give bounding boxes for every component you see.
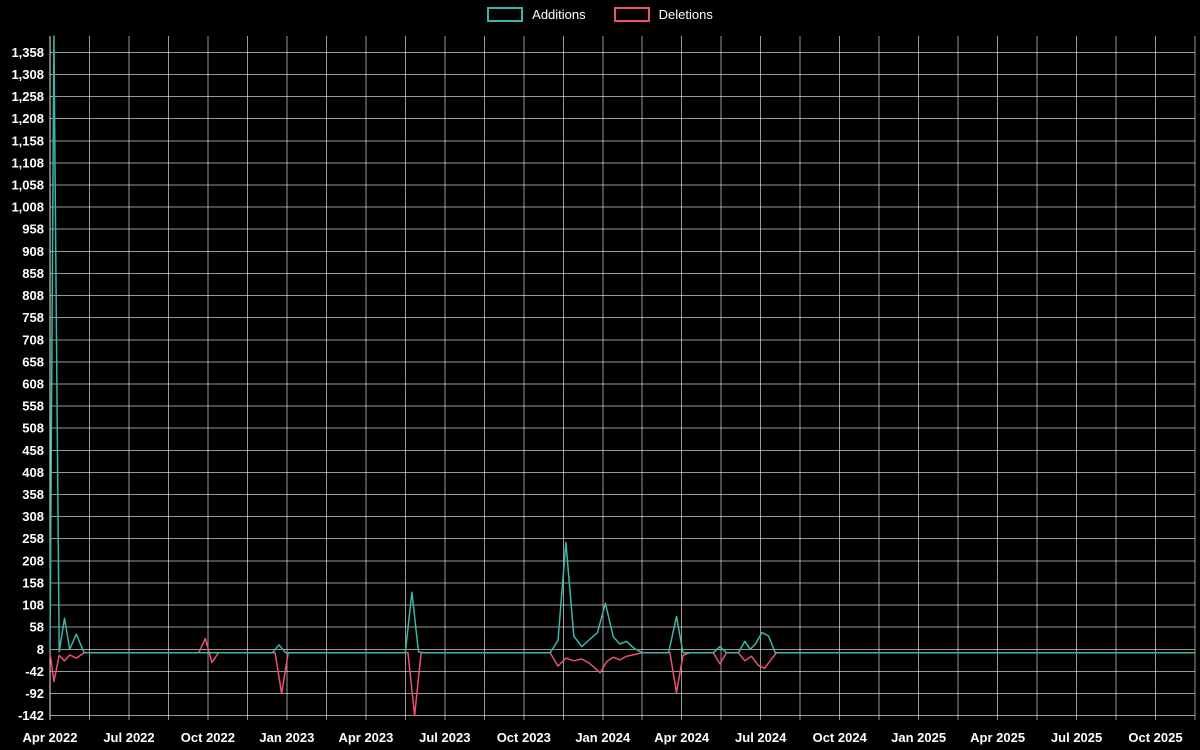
- y-tick-label: 708: [22, 332, 44, 347]
- x-tick-label: Jul 2023: [419, 730, 470, 745]
- chart-legend: Additions Deletions: [0, 7, 1200, 22]
- legend-item-deletions: Deletions: [613, 7, 713, 22]
- series-line-additions: [49, 35, 1196, 654]
- y-tick-label: -92: [25, 686, 44, 701]
- y-tick-label: 1,208: [11, 111, 44, 126]
- y-tick-label: 1,058: [11, 178, 44, 193]
- x-tick-label: Apr 2024: [654, 730, 710, 745]
- x-tick-label: Jan 2024: [575, 730, 631, 745]
- y-tick-label: 108: [22, 598, 44, 613]
- x-tick-label: Oct 2023: [497, 730, 551, 745]
- x-tick-label: Apr 2025: [970, 730, 1025, 745]
- additions-swatch: [487, 7, 524, 22]
- y-tick-label: 608: [22, 377, 44, 392]
- y-tick-label: 8: [37, 642, 44, 657]
- y-tick-label: 58: [30, 620, 44, 635]
- y-tick-label: 958: [22, 222, 44, 237]
- y-tick-label: -142: [18, 708, 44, 723]
- legend-item-additions: Additions: [487, 7, 586, 22]
- y-tick-label: 258: [22, 531, 44, 546]
- y-tick-label: 858: [22, 266, 44, 281]
- legend-label-deletions: Deletions: [658, 7, 713, 22]
- y-tick-label: 158: [22, 575, 44, 590]
- x-tick-label: Jul 2022: [103, 730, 154, 745]
- y-tick-label: 1,158: [11, 133, 44, 148]
- x-tick-label: Oct 2025: [1128, 730, 1182, 745]
- y-tick-label: 458: [22, 443, 44, 458]
- x-tick-label: Oct 2022: [181, 730, 235, 745]
- x-tick-label: Apr 2022: [23, 730, 78, 745]
- y-tick-label: 358: [22, 487, 44, 502]
- y-tick-label: 1,108: [11, 155, 44, 170]
- y-tick-label: 808: [22, 288, 44, 303]
- x-tick-label: Jan 2025: [891, 730, 946, 745]
- deletions-swatch: [613, 7, 650, 22]
- y-tick-label: 208: [22, 553, 44, 568]
- y-tick-label: 1,308: [11, 67, 44, 82]
- x-tick-label: Oct 2024: [813, 730, 868, 745]
- legend-label-additions: Additions: [532, 7, 586, 22]
- y-tick-label: 758: [22, 310, 44, 325]
- x-tick-label: Apr 2023: [338, 730, 393, 745]
- y-tick-label: 308: [22, 509, 44, 524]
- y-tick-label: 1,258: [11, 89, 44, 104]
- y-tick-label: 908: [22, 244, 44, 259]
- y-tick-label: 658: [22, 354, 44, 369]
- y-tick-label: 508: [22, 421, 44, 436]
- y-tick-label: 408: [22, 465, 44, 480]
- x-tick-label: Jan 2023: [259, 730, 314, 745]
- y-tick-label: 1,358: [11, 45, 44, 60]
- y-tick-label: -42: [25, 664, 44, 679]
- y-tick-label: 558: [22, 399, 44, 414]
- y-tick-label: 1,008: [11, 200, 44, 215]
- x-tick-label: Jul 2024: [735, 730, 787, 745]
- x-tick-label: Jul 2025: [1051, 730, 1102, 745]
